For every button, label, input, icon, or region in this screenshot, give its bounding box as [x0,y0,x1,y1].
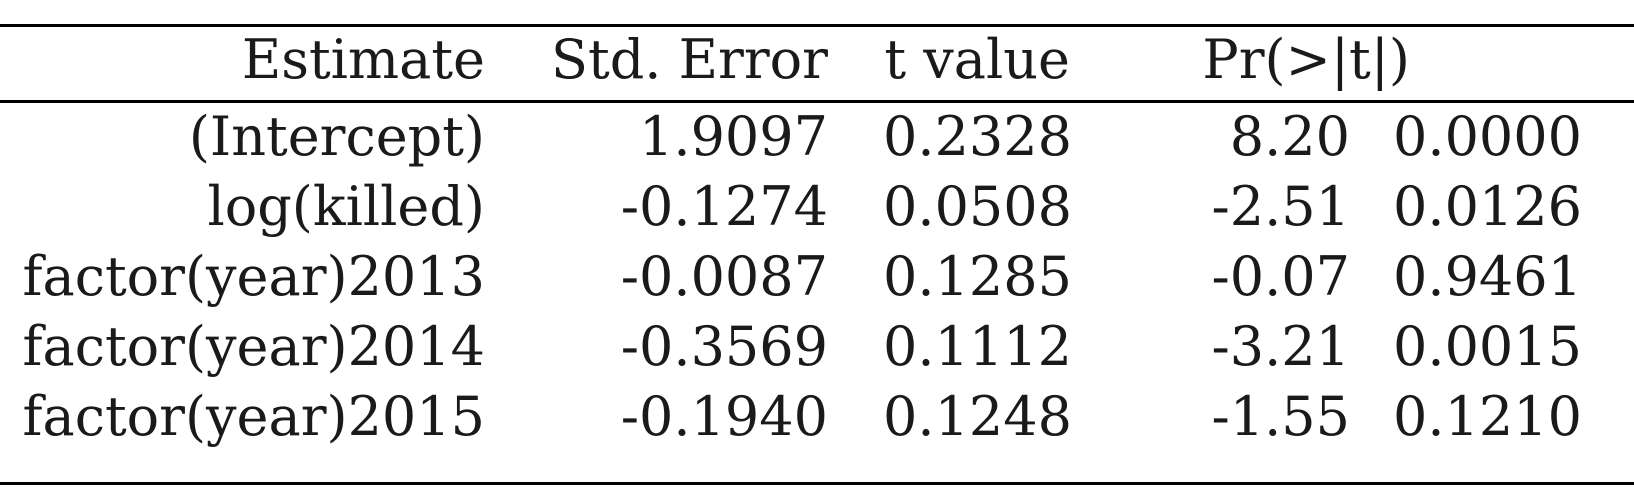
t-value-cell: -2.51 [1211,175,1350,238]
table-bottom-rule [0,482,1634,485]
p-value-cell: 0.9461 [1393,245,1582,308]
t-value-cell: -1.55 [1211,385,1350,448]
header-t-value: t value [884,28,1070,91]
header-p-value: Pr(>|t|) [1202,28,1410,91]
estimate-cell: 1.9097 [639,105,828,168]
table-row: (Intercept) 1.9097 0.2328 8.20 0.0000 [0,102,1634,172]
t-value-cell: 8.20 [1229,105,1350,168]
p-value-cell: 0.0126 [1393,175,1582,238]
p-value-cell: 0.0000 [1393,105,1582,168]
std-error-cell: 0.1112 [883,315,1072,378]
estimate-cell: -0.0087 [620,245,828,308]
term-label: factor(year)2015 [22,385,485,448]
term-label: (Intercept) [188,105,485,168]
std-error-cell: 0.1285 [883,245,1072,308]
table-row: log(killed) -0.1274 0.0508 -2.51 0.0126 [0,172,1634,242]
header-std-error: Std. Error [551,28,828,91]
term-label: factor(year)2013 [22,245,485,308]
term-label: factor(year)2014 [22,315,485,378]
std-error-cell: 0.0508 [883,175,1072,238]
p-value-cell: 0.0015 [1393,315,1582,378]
table-row: factor(year)2013 -0.0087 0.1285 -0.07 0.… [0,242,1634,312]
table-header-rule [0,100,1634,103]
p-value-cell: 0.1210 [1393,385,1582,448]
std-error-cell: 0.1248 [883,385,1072,448]
table-row: factor(year)2014 -0.3569 0.1112 -3.21 0.… [0,312,1634,382]
estimate-cell: -0.3569 [620,315,828,378]
t-value-cell: -3.21 [1211,315,1350,378]
estimate-cell: -0.1940 [620,385,828,448]
estimate-cell: -0.1274 [620,175,828,238]
table-row: factor(year)2015 -0.1940 0.1248 -1.55 0.… [0,382,1634,452]
term-label: log(killed) [207,175,485,238]
std-error-cell: 0.2328 [883,105,1072,168]
t-value-cell: -0.07 [1211,245,1350,308]
header-estimate: Estimate [241,28,485,91]
table-header-row: Estimate Std. Error t value Pr(>|t|) [0,25,1634,95]
table-top-rule [0,24,1634,27]
